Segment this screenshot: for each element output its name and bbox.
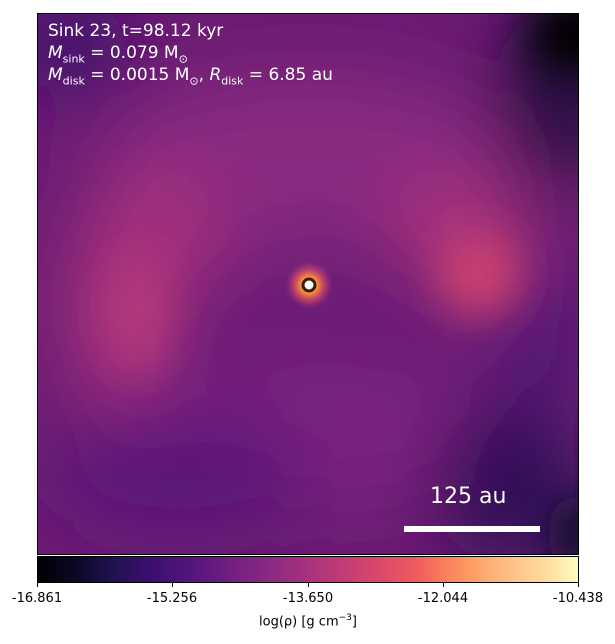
cb-label-suffix: ] (351, 614, 357, 630)
scale-bar (404, 526, 540, 532)
colorbar-tick (172, 583, 173, 587)
colorbar-tick-label: -13.650 (282, 591, 334, 606)
m-disk-sub: disk (62, 74, 85, 88)
disk-mass-radius: Mdisk = 0.0015 M⊙, Rdisk = 6.85 au (48, 65, 333, 91)
m-disk-unit-sub: ⊙ (189, 74, 199, 88)
colorbar (37, 556, 579, 583)
m-disk-symbol: M (48, 65, 63, 85)
m-disk-value: = 0.0015 M (84, 65, 190, 85)
r-disk-sub: disk (221, 74, 244, 88)
colorbar-axis-label: log(ρ) [g cm−3] (259, 613, 357, 629)
colorbar-tick-label: -12.044 (417, 591, 469, 606)
sink-mass: Msink = 0.079 M⊙ (48, 43, 188, 69)
m-sink-unit-sub: ⊙ (178, 52, 188, 66)
cb-label-exp: −3 (338, 613, 352, 623)
colorbar-tick (308, 583, 309, 587)
m-sink-sub: sink (62, 52, 85, 66)
colorbar-tick-label: -10.438 (552, 591, 604, 606)
colorbar-tick (578, 583, 579, 587)
m-sink-symbol: M (48, 43, 63, 63)
colorbar-tick-label: -16.861 (11, 591, 63, 606)
sink-marker (301, 277, 317, 293)
r-disk-symbol: R (209, 65, 222, 85)
sink-id-time: Sink 23, t=98.12 kyr (48, 21, 224, 41)
m-sink-value: = 0.079 M (84, 43, 179, 63)
density-image (38, 14, 578, 554)
r-disk-prefix: , (198, 65, 210, 85)
r-disk-value: = 6.85 au (243, 65, 333, 85)
cb-label-prefix: log(ρ) [g cm (259, 614, 339, 630)
density-map: Sink 23, t=98.12 kyr Msink = 0.079 M⊙ Md… (37, 13, 579, 555)
colorbar-tick-label: -15.256 (146, 591, 198, 606)
colorbar-tick (443, 583, 444, 587)
scale-bar-label: 125 au (430, 484, 507, 509)
colorbar-tick (37, 583, 38, 587)
